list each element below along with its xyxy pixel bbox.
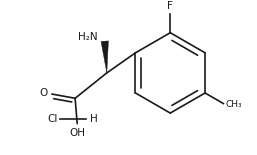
Text: F: F	[167, 0, 173, 11]
Text: CH₃: CH₃	[225, 100, 242, 109]
Text: H₂N: H₂N	[78, 32, 97, 42]
Text: Cl: Cl	[48, 114, 58, 124]
Text: OH: OH	[69, 128, 85, 138]
Text: O: O	[39, 88, 48, 98]
Text: H: H	[90, 114, 98, 124]
Polygon shape	[101, 41, 108, 73]
